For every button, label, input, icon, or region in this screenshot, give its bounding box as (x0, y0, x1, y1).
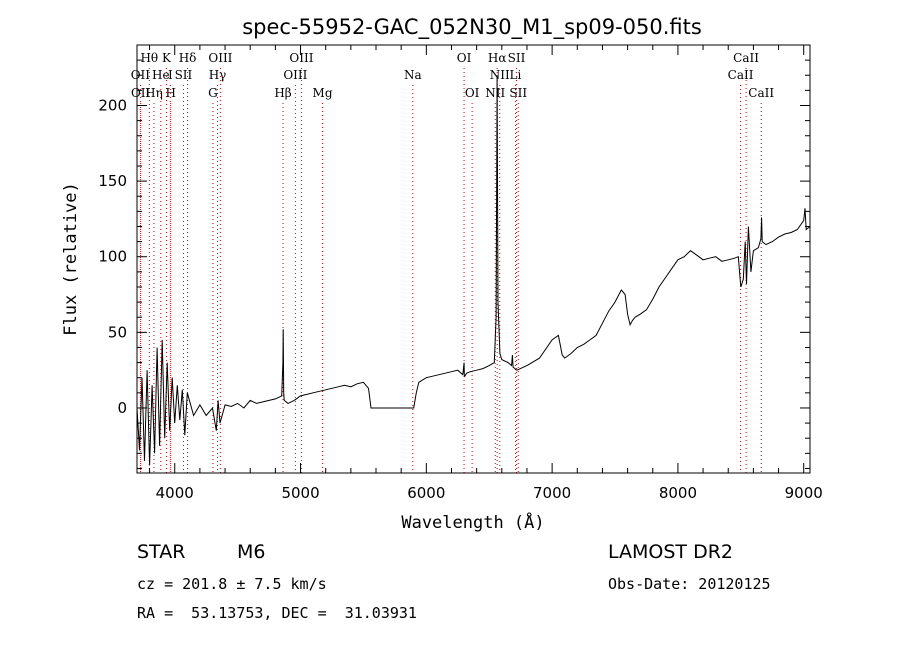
spectral-line-label: Hδ (179, 51, 197, 65)
x-tick-label: 6000 (407, 484, 445, 502)
spectral-line-label: Hθ (140, 51, 158, 65)
spectral-line-label: I (168, 68, 173, 82)
y-tick-label: 100 (98, 248, 127, 266)
x-tick-label: 5000 (281, 484, 319, 502)
spectrum-line (136, 75, 811, 466)
y-axis-label: Flux (relative) (61, 182, 81, 336)
survey-name: LAMOST DR2 (608, 541, 733, 563)
chart-title: spec-55952-GAC_052N30_M1_sp09-050.fits (242, 15, 702, 40)
observation-date: Obs-Date: 20120125 (608, 575, 771, 593)
spectral-line-label: SII (508, 51, 526, 65)
x-tick-label: 9000 (785, 484, 823, 502)
y-tick-label: 200 (98, 96, 127, 114)
spectral-line-label: NII (490, 68, 510, 82)
spectral-line-label: Na (404, 68, 422, 82)
spectrum-series (136, 75, 811, 466)
spectral-line-label: NII (485, 86, 505, 100)
spectral-line-label: He (152, 68, 170, 82)
x-axis-label: Wavelength (Å) (401, 511, 544, 533)
x-tick-label: 7000 (533, 484, 571, 502)
spectral-line-label: Hβ (274, 86, 291, 100)
spectral-line-label: OII (131, 86, 151, 100)
spectral-line-label: Li (509, 68, 521, 82)
x-tick-label: 8000 (659, 484, 697, 502)
axes: 4000 5000 6000 7000 8000 9000 0 50 100 150 200 (98, 45, 823, 502)
spectral-line-label: CaII (728, 68, 754, 82)
y-tick-label: 0 (117, 399, 127, 417)
spectral-line-label: OIII (289, 51, 313, 65)
object-subclass: M6 (237, 541, 266, 563)
spectral-line-label: OIII (283, 68, 307, 82)
spectral-line-label: SII (175, 68, 193, 82)
spectral-line-label: K (162, 51, 172, 65)
ra-dec-coordinates: RA = 53.13753, DEC = 31.03931 (137, 604, 417, 622)
redshift-velocity: cz = 201.8 ± 7.5 km/s (137, 575, 327, 593)
spectral-line-label: OI (465, 86, 480, 100)
y-tick-label: 50 (108, 323, 127, 341)
y-tick-label: 150 (98, 172, 127, 190)
object-class: STAR (137, 541, 186, 563)
spectral-line-label: H (165, 86, 175, 100)
spectral-line-label: OIII (208, 51, 232, 65)
plot-frame (136, 44, 811, 474)
spectral-line-label: OI (457, 51, 472, 65)
spectral-line-label: Hη (145, 86, 163, 100)
spectral-line-label: CaII (733, 51, 759, 65)
x-tick-label: 4000 (156, 484, 194, 502)
spectral-line-label: Hα (488, 51, 507, 65)
spectral-line-label: CaII (748, 86, 774, 100)
spectral-line-label: SII (509, 86, 527, 100)
spectral-line-label: Mg (313, 86, 333, 100)
spectral-line-label: G (208, 86, 218, 100)
spectral-line-label: Hγ (209, 68, 227, 82)
